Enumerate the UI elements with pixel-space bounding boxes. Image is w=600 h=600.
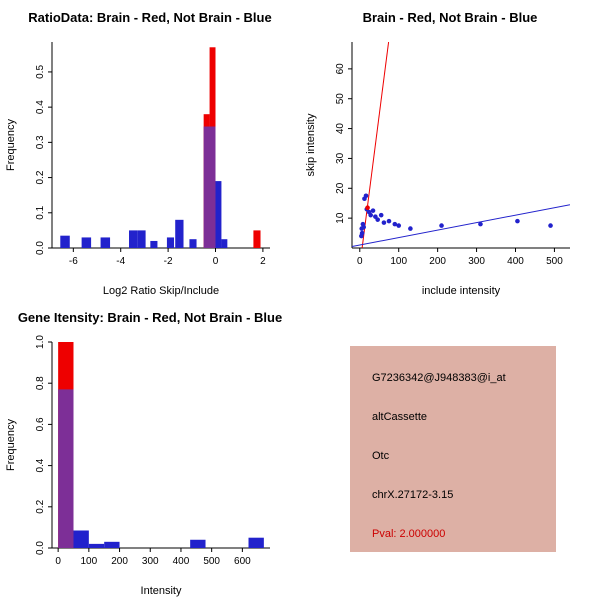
gene-histogram-title: Gene Itensity: Brain - Red, Not Brain - … bbox=[17, 310, 283, 325]
svg-text:skip intensity: skip intensity bbox=[305, 113, 317, 176]
info-line-1: altCassette bbox=[372, 411, 428, 423]
svg-text:30: 30 bbox=[335, 152, 346, 164]
panel-ratio-histogram: RatioData: Brain - Red, Not Brain - Blue… bbox=[0, 0, 300, 300]
svg-text:300: 300 bbox=[142, 556, 159, 567]
svg-text:Frequency: Frequency bbox=[5, 119, 17, 171]
svg-text:0.3: 0.3 bbox=[35, 135, 46, 149]
svg-text:100: 100 bbox=[390, 256, 407, 267]
svg-text:600: 600 bbox=[234, 556, 251, 567]
info-line-4: Pval: 2.000000 bbox=[372, 528, 446, 540]
svg-text:0.4: 0.4 bbox=[35, 100, 46, 114]
svg-text:0: 0 bbox=[55, 556, 61, 567]
svg-text:Frequency: Frequency bbox=[5, 419, 17, 471]
svg-text:0.8: 0.8 bbox=[35, 376, 46, 390]
svg-text:60: 60 bbox=[335, 63, 346, 75]
intensity-scatter-plot: 0 100 200 300 400 500 10 20 30 40 50 60 include inte… bbox=[305, 42, 570, 297]
svg-text:1.0: 1.0 bbox=[35, 335, 46, 349]
svg-text:0.4: 0.4 bbox=[35, 458, 46, 472]
svg-text:0.2: 0.2 bbox=[35, 170, 46, 184]
ratio-histogram-title: RatioData: Brain - Red, Not Brain - Blue bbox=[28, 10, 272, 25]
info-panel-rect: G7236342@J948383@i_at altCassette Otc ch… bbox=[350, 346, 556, 552]
svg-text:0.1: 0.1 bbox=[35, 205, 46, 219]
svg-text:0.5: 0.5 bbox=[35, 65, 46, 79]
info-line-3: chrX.27172-3.15 bbox=[372, 489, 454, 501]
svg-text:300: 300 bbox=[468, 256, 485, 267]
svg-text:Intensity: Intensity bbox=[141, 585, 182, 597]
svg-text:200: 200 bbox=[111, 556, 128, 567]
svg-text:200: 200 bbox=[429, 256, 446, 267]
svg-text:0.2: 0.2 bbox=[35, 499, 46, 513]
info-line-0: G7236342@J948383@i_at bbox=[372, 372, 506, 384]
svg-text:0.6: 0.6 bbox=[35, 417, 46, 431]
svg-text:include intensity: include intensity bbox=[422, 285, 501, 297]
svg-text:Log2 Ratio Skip/Include: Log2 Ratio Skip/Include bbox=[103, 285, 219, 297]
svg-text:0: 0 bbox=[213, 256, 219, 267]
svg-text:10: 10 bbox=[335, 212, 346, 224]
svg-text:100: 100 bbox=[81, 556, 98, 567]
panel-intensity-scatter: Brain - Red, Not Brain - Blue 0 100 200 300… bbox=[300, 0, 600, 300]
svg-text:40: 40 bbox=[335, 123, 346, 135]
ratio-histogram-plot: -6 -4 -2 0 2 0.0 0.1 0.2 0.3 0.4 0.5 Log2 Ratio Ski… bbox=[5, 42, 270, 297]
svg-text:0.0: 0.0 bbox=[35, 541, 46, 555]
panel-gene-intensity-histogram: Gene Itensity: Brain - Red, Not Brain - … bbox=[0, 300, 300, 600]
info-line-2: Otc bbox=[372, 450, 390, 462]
svg-text:0: 0 bbox=[357, 256, 363, 267]
gene-intensity-histogram-plot: 0 100 200 300 400 500 600 0.0 0.2 0.4 0.6 0.8 1.0 Int… bbox=[5, 335, 270, 597]
svg-text:500: 500 bbox=[203, 556, 220, 567]
svg-text:400: 400 bbox=[507, 256, 524, 267]
svg-text:2: 2 bbox=[260, 256, 266, 267]
svg-text:20: 20 bbox=[335, 182, 346, 194]
svg-text:-4: -4 bbox=[116, 256, 125, 267]
svg-text:-2: -2 bbox=[164, 256, 173, 267]
svg-text:500: 500 bbox=[546, 256, 563, 267]
panel-gene-info: G7236342@J948383@i_at altCassette Otc ch… bbox=[300, 300, 600, 600]
svg-text:0.0: 0.0 bbox=[35, 241, 46, 255]
svg-text:50: 50 bbox=[335, 93, 346, 105]
scatter-title: Brain - Red, Not Brain - Blue bbox=[362, 10, 538, 25]
svg-text:400: 400 bbox=[173, 556, 190, 567]
svg-text:-6: -6 bbox=[69, 256, 78, 267]
